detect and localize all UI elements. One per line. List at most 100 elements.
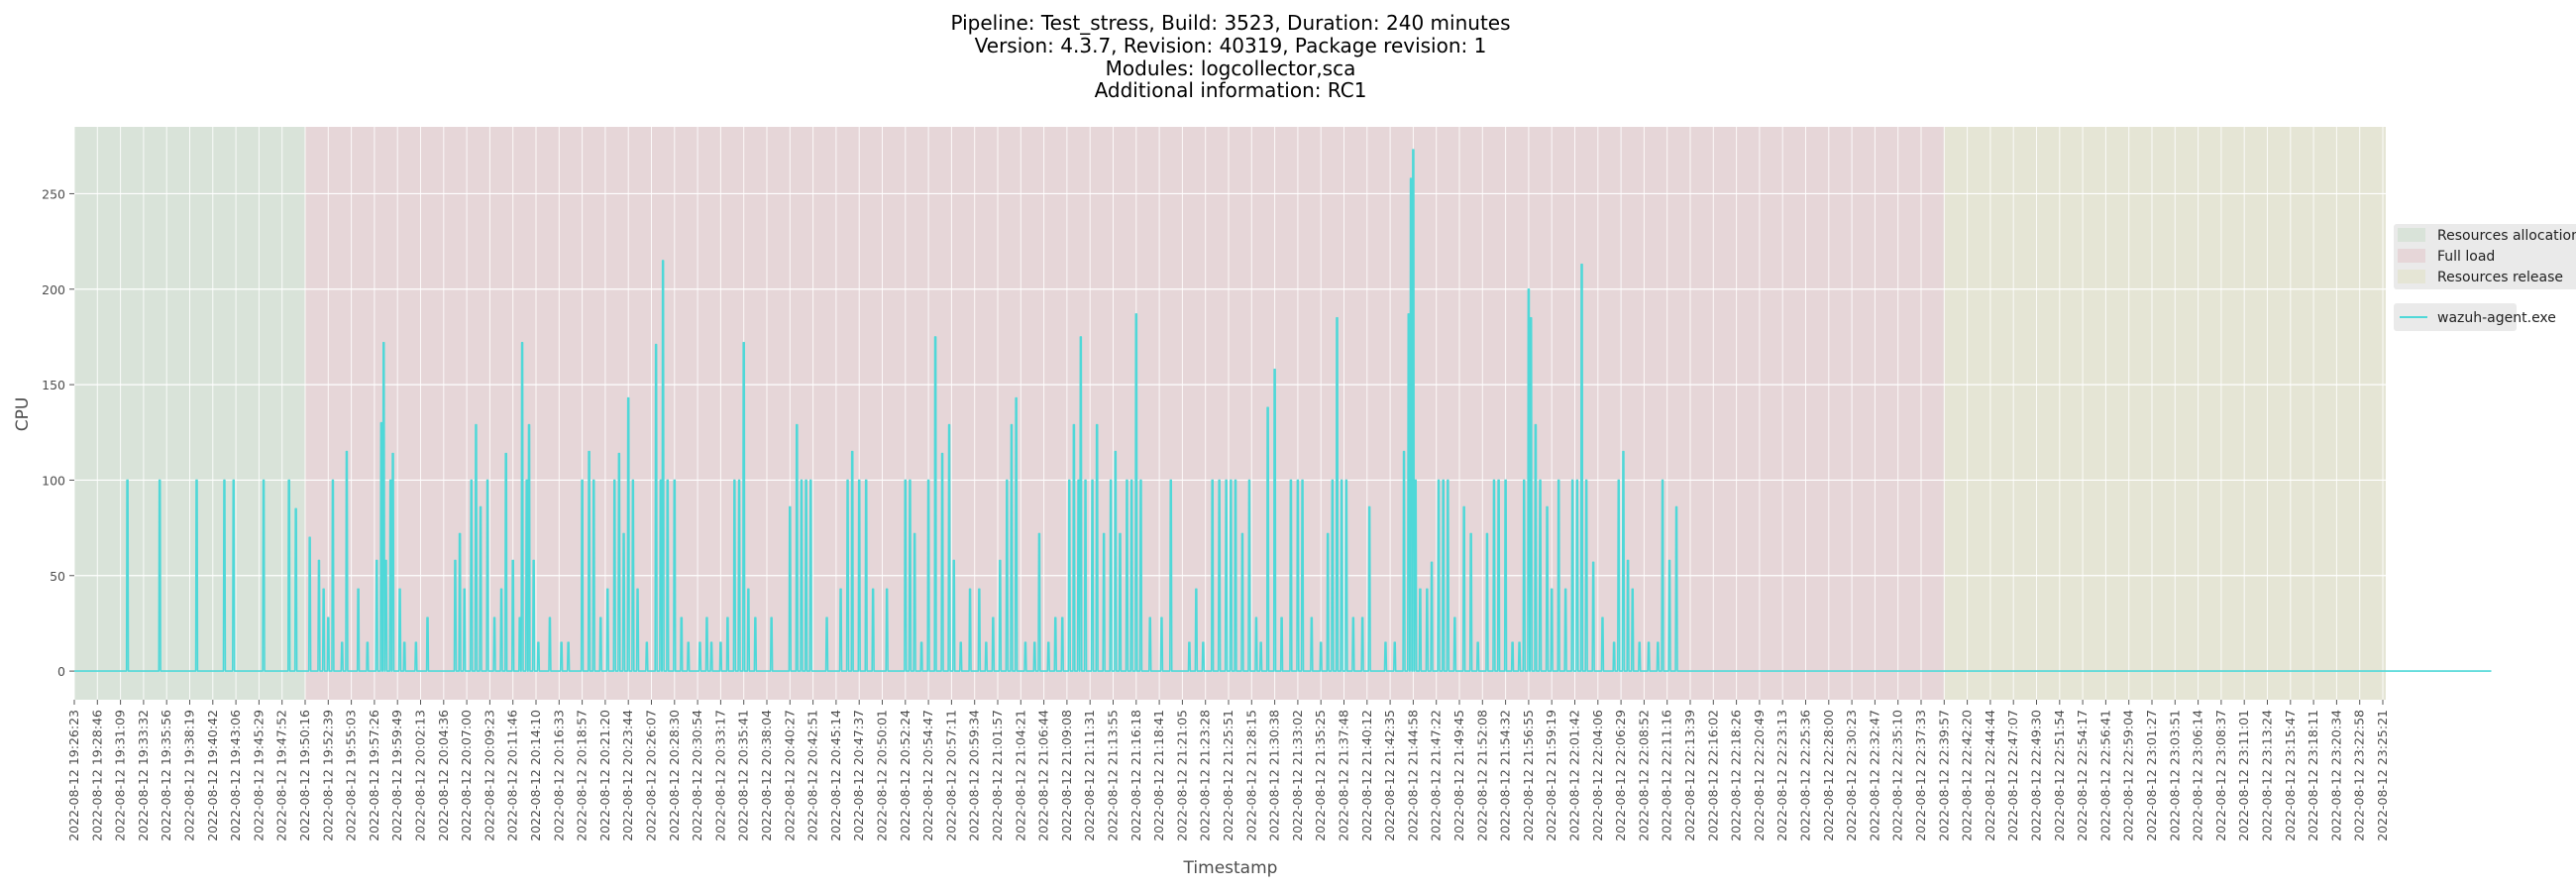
legend-label-0: Resources allocation [2437, 228, 2576, 244]
x-tick-label-12: 2022-08-12 19:55:03 [344, 710, 359, 841]
x-tick-label-34: 2022-08-12 20:47:37 [851, 710, 866, 841]
y-tick-label-250: 250 [42, 186, 65, 201]
x-tick-label-20: 2022-08-12 20:14:10 [528, 710, 543, 841]
x-tick-label-5: 2022-08-12 19:38:19 [182, 710, 197, 841]
x-tick-label-37: 2022-08-12 20:54:47 [920, 710, 935, 841]
x-tick-label-8: 2022-08-12 19:45:29 [251, 710, 266, 841]
x-tick-label-47: 2022-08-12 21:18:41 [1151, 710, 1166, 841]
x-tick-label-50: 2022-08-12 21:25:51 [1221, 710, 1235, 841]
x-tick-label-42: 2022-08-12 21:06:44 [1036, 710, 1051, 841]
title-line-3: Modules: logcollector,sca [1106, 56, 1356, 80]
legend-swatch-2 [2398, 270, 2425, 283]
x-tick-label-28: 2022-08-12 20:33:17 [712, 710, 727, 841]
x-tick-label-64: 2022-08-12 21:59:19 [1544, 710, 1558, 841]
x-tick-label-41: 2022-08-12 21:04:21 [1013, 710, 1027, 841]
x-tick-label-49: 2022-08-12 21:23:28 [1198, 710, 1213, 841]
x-tick-label-63: 2022-08-12 21:56:55 [1521, 710, 1536, 841]
x-tick-label-21: 2022-08-12 20:16:33 [551, 710, 566, 841]
x-tick-label-14: 2022-08-12 19:59:49 [389, 710, 404, 841]
x-tick-label-6: 2022-08-12 19:40:42 [205, 710, 220, 841]
y-axis-label: CPU [13, 397, 33, 432]
x-tick-label-7: 2022-08-12 19:43:06 [228, 710, 243, 841]
x-tick-label-94: 2022-08-12 23:11:01 [2236, 710, 2251, 841]
x-tick-label-66: 2022-08-12 22:04:06 [1590, 710, 1605, 841]
y-tick-label-100: 100 [42, 473, 65, 488]
series-lines [74, 149, 2492, 672]
legend-swatch-0 [2398, 228, 2425, 242]
x-tick-label-31: 2022-08-12 20:40:27 [782, 710, 797, 841]
x-tick-label-88: 2022-08-12 22:56:41 [2097, 710, 2112, 841]
x-tick-label-9: 2022-08-12 19:47:52 [274, 710, 289, 841]
x-tick-label-48: 2022-08-12 21:21:05 [1174, 710, 1189, 841]
x-tick-label-59: 2022-08-12 21:47:22 [1429, 710, 1444, 841]
x-tick-label-27: 2022-08-12 20:30:54 [690, 710, 704, 841]
legend-label-2: Resources release [2437, 270, 2563, 285]
title-line-2: Version: 4.3.7, Revision: 40319, Package… [975, 34, 1487, 57]
x-tick-label-15: 2022-08-12 20:02:13 [413, 710, 428, 841]
x-tick-label-36: 2022-08-12 20:52:24 [898, 710, 912, 841]
x-tick-label-43: 2022-08-12 21:09:08 [1059, 710, 1074, 841]
x-tick-label-87: 2022-08-12 22:54:17 [2075, 710, 2090, 841]
chart-title: Pipeline: Test_stress, Build: 3523, Dura… [950, 11, 1510, 102]
x-tick-label-32: 2022-08-12 20:42:51 [805, 710, 820, 841]
x-tick-label-2: 2022-08-12 19:31:09 [113, 710, 128, 841]
y-tick-label-50: 50 [50, 569, 65, 584]
x-tick-label-54: 2022-08-12 21:35:25 [1313, 710, 1328, 841]
x-tick-label-29: 2022-08-12 20:35:41 [736, 710, 751, 841]
x-axis-ticks: 2022-08-12 19:26:23 2022-08-12 19:28:46 20… [66, 700, 2390, 841]
x-tick-label-71: 2022-08-12 22:16:02 [1705, 710, 1720, 841]
x-tick-label-24: 2022-08-12 20:23:44 [620, 710, 635, 841]
x-tick-label-38: 2022-08-12 20:57:11 [943, 710, 958, 841]
x-tick-label-90: 2022-08-12 23:01:27 [2144, 710, 2159, 841]
x-tick-label-77: 2022-08-12 22:30:23 [1844, 710, 1859, 841]
x-tick-label-84: 2022-08-12 22:47:07 [2005, 710, 2020, 841]
x-tick-label-13: 2022-08-12 19:57:26 [367, 710, 381, 841]
x-axis-label: Timestamp [1183, 858, 1278, 878]
x-tick-label-80: 2022-08-12 22:37:33 [1913, 710, 1928, 841]
x-tick-label-75: 2022-08-12 22:25:36 [1798, 710, 1813, 841]
phase-bands [74, 127, 2386, 700]
x-tick-label-68: 2022-08-12 22:08:52 [1636, 710, 1651, 841]
x-tick-label-25: 2022-08-12 20:26:07 [644, 710, 659, 841]
x-tick-label-86: 2022-08-12 22:51:54 [2052, 710, 2067, 841]
legend-swatch-1 [2398, 249, 2425, 263]
x-tick-label-70: 2022-08-12 22:13:39 [1682, 710, 1697, 841]
x-tick-label-61: 2022-08-12 21:52:08 [1474, 710, 1489, 841]
legend-label-1: Full load [2437, 249, 2495, 265]
x-tick-label-93: 2022-08-12 23:08:37 [2213, 710, 2228, 841]
x-tick-label-92: 2022-08-12 23:06:14 [2191, 710, 2205, 841]
x-tick-label-78: 2022-08-12 22:32:47 [1867, 710, 1881, 841]
x-tick-label-97: 2022-08-12 23:18:11 [2306, 710, 2320, 841]
x-tick-label-74: 2022-08-12 22:23:13 [1774, 710, 1789, 841]
x-tick-label-17: 2022-08-12 20:07:00 [459, 710, 474, 841]
title-line-4: Additional information: RC1 [1095, 78, 1367, 102]
x-tick-label-10: 2022-08-12 19:50:16 [297, 710, 312, 841]
x-tick-label-73: 2022-08-12 22:20:49 [1752, 710, 1767, 841]
x-tick-label-79: 2022-08-12 22:35:10 [1890, 710, 1905, 841]
x-tick-label-51: 2022-08-12 21:28:15 [1243, 710, 1258, 841]
x-tick-label-91: 2022-08-12 23:03:51 [2167, 710, 2182, 841]
x-tick-label-58: 2022-08-12 21:44:58 [1405, 710, 1420, 841]
x-tick-label-76: 2022-08-12 22:28:00 [1821, 710, 1836, 841]
phase-band-2 [1944, 127, 2383, 700]
x-tick-label-40: 2022-08-12 21:01:57 [990, 710, 1005, 841]
x-tick-label-85: 2022-08-12 22:49:30 [2029, 710, 2044, 841]
x-tick-label-65: 2022-08-12 22:01:42 [1567, 710, 1582, 841]
y-tick-label-0: 0 [57, 664, 65, 679]
x-tick-label-82: 2022-08-12 22:42:20 [1960, 710, 1975, 841]
x-tick-label-1: 2022-08-12 19:28:46 [89, 710, 104, 841]
x-tick-label-33: 2022-08-12 20:45:14 [828, 710, 843, 841]
x-tick-label-62: 2022-08-12 21:54:32 [1498, 710, 1513, 841]
title-line-1: Pipeline: Test_stress, Build: 3523, Dura… [950, 11, 1510, 35]
x-tick-label-69: 2022-08-12 22:11:16 [1660, 710, 1674, 841]
x-tick-label-95: 2022-08-12 23:13:24 [2260, 710, 2275, 841]
x-tick-label-55: 2022-08-12 21:37:48 [1337, 710, 1351, 841]
x-tick-label-30: 2022-08-12 20:38:04 [759, 710, 774, 841]
x-tick-label-89: 2022-08-12 22:59:04 [2121, 710, 2136, 841]
legend-series-box [2394, 303, 2517, 331]
x-tick-label-3: 2022-08-12 19:33:32 [136, 710, 151, 841]
legend: Resources allocation Full load Resources r… [2394, 224, 2576, 331]
x-tick-label-22: 2022-08-12 20:18:57 [575, 710, 590, 841]
x-tick-label-67: 2022-08-12 22:06:29 [1613, 710, 1628, 841]
y-tick-label-200: 200 [42, 282, 65, 297]
